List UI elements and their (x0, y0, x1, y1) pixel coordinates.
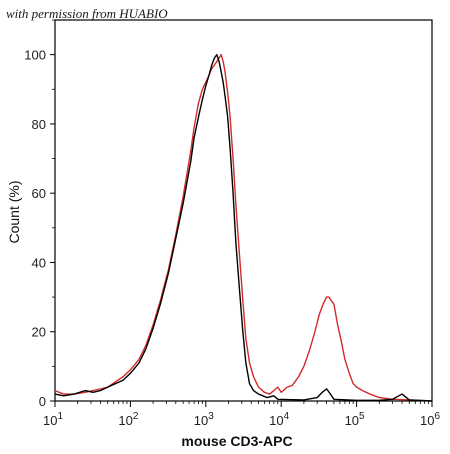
x-tick-exponent: 6 (434, 411, 440, 422)
x-tick-base: 10 (43, 413, 57, 428)
y-tick-label: 100 (24, 48, 46, 63)
x-tick-base: 10 (194, 413, 208, 428)
y-tick-label: 60 (32, 186, 46, 201)
x-tick-exponent: 3 (208, 411, 214, 422)
axes-layer (54, 19, 433, 402)
x-tick-exponent: 1 (57, 411, 63, 422)
x-tick-label: 101 (43, 411, 63, 428)
x-tick-label: 104 (269, 411, 289, 428)
x-axis-title: mouse CD3-APC (181, 433, 292, 449)
x-tick-label: 102 (118, 411, 138, 428)
x-tick-base: 10 (420, 413, 434, 428)
watermark-text: with permission from HUABIO (6, 6, 168, 21)
x-tick-label: 103 (194, 411, 214, 428)
series-black-line (54, 53, 433, 402)
y-tick-label: 20 (32, 325, 46, 340)
y-axis-title: Count (%) (6, 180, 22, 243)
series-red-line (54, 53, 433, 402)
x-tick-exponent: 4 (284, 411, 290, 422)
y-tick-label: 40 (32, 255, 46, 270)
x-tick-base: 10 (345, 413, 359, 428)
y-tick-label: 80 (32, 117, 46, 132)
x-tick-label: 105 (345, 411, 365, 428)
x-tick-exponent: 5 (359, 411, 365, 422)
series-layer (54, 53, 433, 402)
x-tick-label: 106 (420, 411, 440, 428)
x-tick-exponent: 2 (133, 411, 139, 422)
plot-frame (54, 19, 433, 402)
x-tick-base: 10 (118, 413, 132, 428)
x-tick-base: 10 (269, 413, 283, 428)
y-tick-label: 0 (39, 394, 46, 409)
